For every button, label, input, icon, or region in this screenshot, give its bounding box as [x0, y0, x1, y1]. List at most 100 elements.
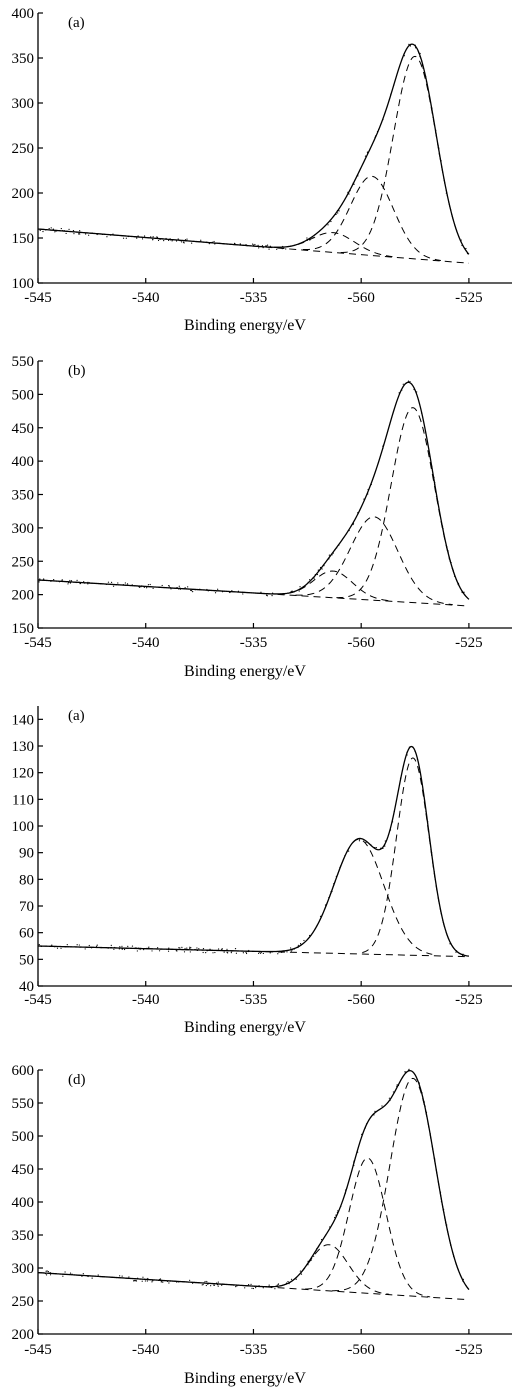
- raw-point: [316, 1247, 318, 1250]
- panel-label: (a): [68, 708, 85, 724]
- raw-point: [253, 244, 255, 246]
- raw-point: [449, 560, 451, 562]
- raw-point: [258, 247, 260, 249]
- raw-point: [418, 1081, 420, 1084]
- raw-point: [84, 948, 86, 950]
- raw-point: [184, 947, 186, 950]
- raw-point: [344, 855, 346, 857]
- x-tick-label: -545: [24, 1342, 52, 1358]
- y-tick-label: 450: [12, 421, 35, 437]
- raw-point: [237, 590, 240, 592]
- raw-point: [92, 946, 94, 948]
- raw-point: [47, 1271, 49, 1273]
- raw-point: [202, 949, 204, 951]
- raw-point: [271, 1286, 273, 1289]
- raw-point: [175, 949, 177, 952]
- y-tick-label: 550: [12, 354, 35, 370]
- raw-point: [78, 944, 80, 946]
- raw-point: [149, 583, 151, 586]
- raw-point: [328, 897, 330, 899]
- raw-point: [194, 948, 196, 951]
- raw-point: [425, 813, 427, 815]
- raw-point: [358, 840, 361, 842]
- raw-point: [444, 1222, 447, 1224]
- raw-point: [338, 544, 340, 546]
- raw-point: [396, 1084, 398, 1086]
- raw-point: [429, 101, 432, 103]
- raw-point: [431, 851, 433, 854]
- raw-point: [440, 160, 442, 162]
- raw-point: [430, 461, 432, 463]
- raw-point: [278, 950, 280, 953]
- raw-point: [110, 944, 112, 946]
- y-tick-label: 300: [12, 521, 35, 537]
- raw-point: [274, 1288, 276, 1290]
- raw-point: [416, 391, 418, 393]
- raw-point: [405, 1071, 407, 1074]
- raw-point: [125, 584, 127, 586]
- raw-point: [183, 1281, 185, 1283]
- component-peak-2: [295, 516, 453, 606]
- raw-point: [122, 583, 124, 586]
- raw-point: [335, 1214, 337, 1216]
- raw-point: [276, 248, 278, 250]
- raw-point: [69, 579, 71, 582]
- raw-point: [45, 1274, 48, 1276]
- raw-point: [281, 248, 283, 250]
- raw-point: [353, 1160, 355, 1162]
- raw-point: [169, 1280, 171, 1282]
- raw-point: [192, 1282, 194, 1284]
- raw-point: [358, 838, 361, 840]
- raw-point: [382, 847, 384, 850]
- raw-point: [424, 1105, 426, 1107]
- y-tick-label: 400: [12, 1195, 35, 1211]
- raw-point: [184, 587, 186, 589]
- raw-point: [382, 448, 384, 450]
- raw-point: [465, 247, 467, 250]
- raw-point: [346, 195, 348, 197]
- raw-point: [50, 229, 52, 231]
- raw-point: [230, 952, 232, 954]
- raw-point: [220, 949, 222, 952]
- component-peak-2: [285, 838, 433, 955]
- x-tick-label: -540: [132, 635, 160, 651]
- raw-point: [152, 587, 154, 589]
- raw-point: [306, 238, 308, 241]
- raw-point: [73, 233, 75, 235]
- raw-point: [284, 593, 286, 595]
- raw-point: [135, 947, 137, 949]
- raw-point: [374, 136, 376, 138]
- raw-point: [403, 53, 405, 55]
- raw-point: [210, 1285, 212, 1287]
- raw-point: [87, 583, 89, 585]
- raw-point: [139, 947, 141, 950]
- raw-point: [330, 891, 332, 893]
- raw-point: [202, 1283, 204, 1286]
- raw-point: [462, 1280, 464, 1282]
- raw-point: [382, 119, 384, 121]
- raw-point: [414, 47, 417, 49]
- raw-point: [91, 232, 93, 234]
- raw-point: [427, 821, 429, 823]
- raw-point: [404, 1071, 406, 1073]
- raw-point: [290, 1278, 293, 1280]
- raw-point: [214, 951, 216, 954]
- raw-point: [245, 952, 248, 955]
- raw-point: [328, 554, 330, 556]
- raw-point: [374, 1110, 376, 1112]
- raw-point: [234, 948, 237, 950]
- raw-point: [123, 948, 126, 951]
- raw-point: [406, 754, 408, 756]
- raw-point: [233, 242, 236, 244]
- raw-point: [79, 583, 81, 585]
- raw-point: [433, 871, 435, 873]
- raw-point: [119, 946, 121, 948]
- raw-point: [202, 951, 204, 954]
- raw-point: [169, 586, 171, 589]
- y-tick-label: 150: [12, 231, 35, 247]
- raw-point: [186, 947, 188, 949]
- raw-point: [201, 1284, 203, 1286]
- raw-point: [245, 243, 247, 246]
- raw-point: [97, 1274, 99, 1276]
- raw-point: [159, 238, 161, 240]
